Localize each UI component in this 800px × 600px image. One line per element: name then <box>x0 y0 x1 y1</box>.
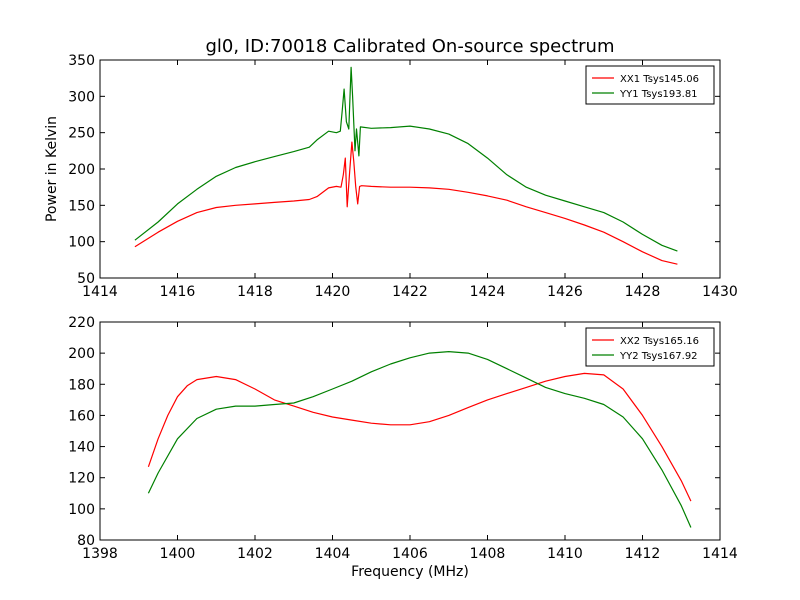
y-tick-label: 120 <box>68 471 95 487</box>
x-tick-label: 1420 <box>315 284 351 300</box>
y-tick-label: 200 <box>68 346 95 362</box>
x-tick-label: 1428 <box>625 284 661 300</box>
legend-label: YY1 Tsys193.81 <box>619 89 698 100</box>
x-tick-label: 1404 <box>315 546 351 562</box>
x-tick-label: 1400 <box>160 546 196 562</box>
y-tick-label: 100 <box>68 502 95 518</box>
legend-label: XX2 Tsys165.16 <box>620 336 699 347</box>
series-line-yy <box>147 351 692 528</box>
x-tick-label: 1414 <box>82 284 118 300</box>
y-tick-label: 350 <box>68 53 95 69</box>
x-tick-label: 1422 <box>392 284 428 300</box>
x-tick-label: 1410 <box>547 546 583 562</box>
y-tick-label: 180 <box>68 377 95 393</box>
x-tick-label: 1398 <box>82 546 118 562</box>
y-tick-label: 200 <box>68 162 95 178</box>
legend-box <box>585 65 715 105</box>
x-tick-label: 1424 <box>470 284 506 300</box>
bottom-spectrum-panel: 1398 1400 1402 1404 1406 1408 1410 1412 1414 80 10… <box>68 315 738 580</box>
series-line-yy <box>134 66 678 252</box>
x-tick-label: 1406 <box>392 546 428 562</box>
y-tick-label: 300 <box>68 89 95 105</box>
legend-box <box>585 327 715 367</box>
x-axis-label: Frequency (MHz) <box>351 564 469 580</box>
series-line-xx <box>134 141 678 265</box>
top-spectrum-panel: 1414 1416 1418 1420 1422 1424 1426 1428 1430 50 10… <box>44 53 738 300</box>
y-tick-label: 250 <box>68 126 95 142</box>
y-tick-label: 140 <box>68 440 95 456</box>
y-tick-label: 50 <box>77 271 95 287</box>
x-tick-label: 1418 <box>237 284 273 300</box>
y-tick-label: 220 <box>68 315 95 331</box>
legend-label: XX1 Tsys145.06 <box>620 74 699 85</box>
x-tick-label: 1414 <box>702 546 738 562</box>
x-tick-label: 1408 <box>470 546 506 562</box>
y-tick-label: 150 <box>68 198 95 214</box>
x-tick-label: 1416 <box>160 284 196 300</box>
y-tick-label: 100 <box>68 235 95 251</box>
x-tick-label: 1402 <box>237 546 273 562</box>
y-axis-label: Power in Kelvin <box>44 116 60 222</box>
x-tick-label: 1426 <box>547 284 583 300</box>
y-tick-label: 160 <box>68 408 95 424</box>
y-tick-label: 80 <box>77 533 95 549</box>
chart-title: gl0, ID:70018 Calibrated On-source spect… <box>205 36 614 57</box>
series-line-xx <box>147 372 692 502</box>
x-tick-label: 1412 <box>625 546 661 562</box>
x-tick-label: 1430 <box>702 284 738 300</box>
legend-label: YY2 Tsys167.92 <box>619 351 698 362</box>
